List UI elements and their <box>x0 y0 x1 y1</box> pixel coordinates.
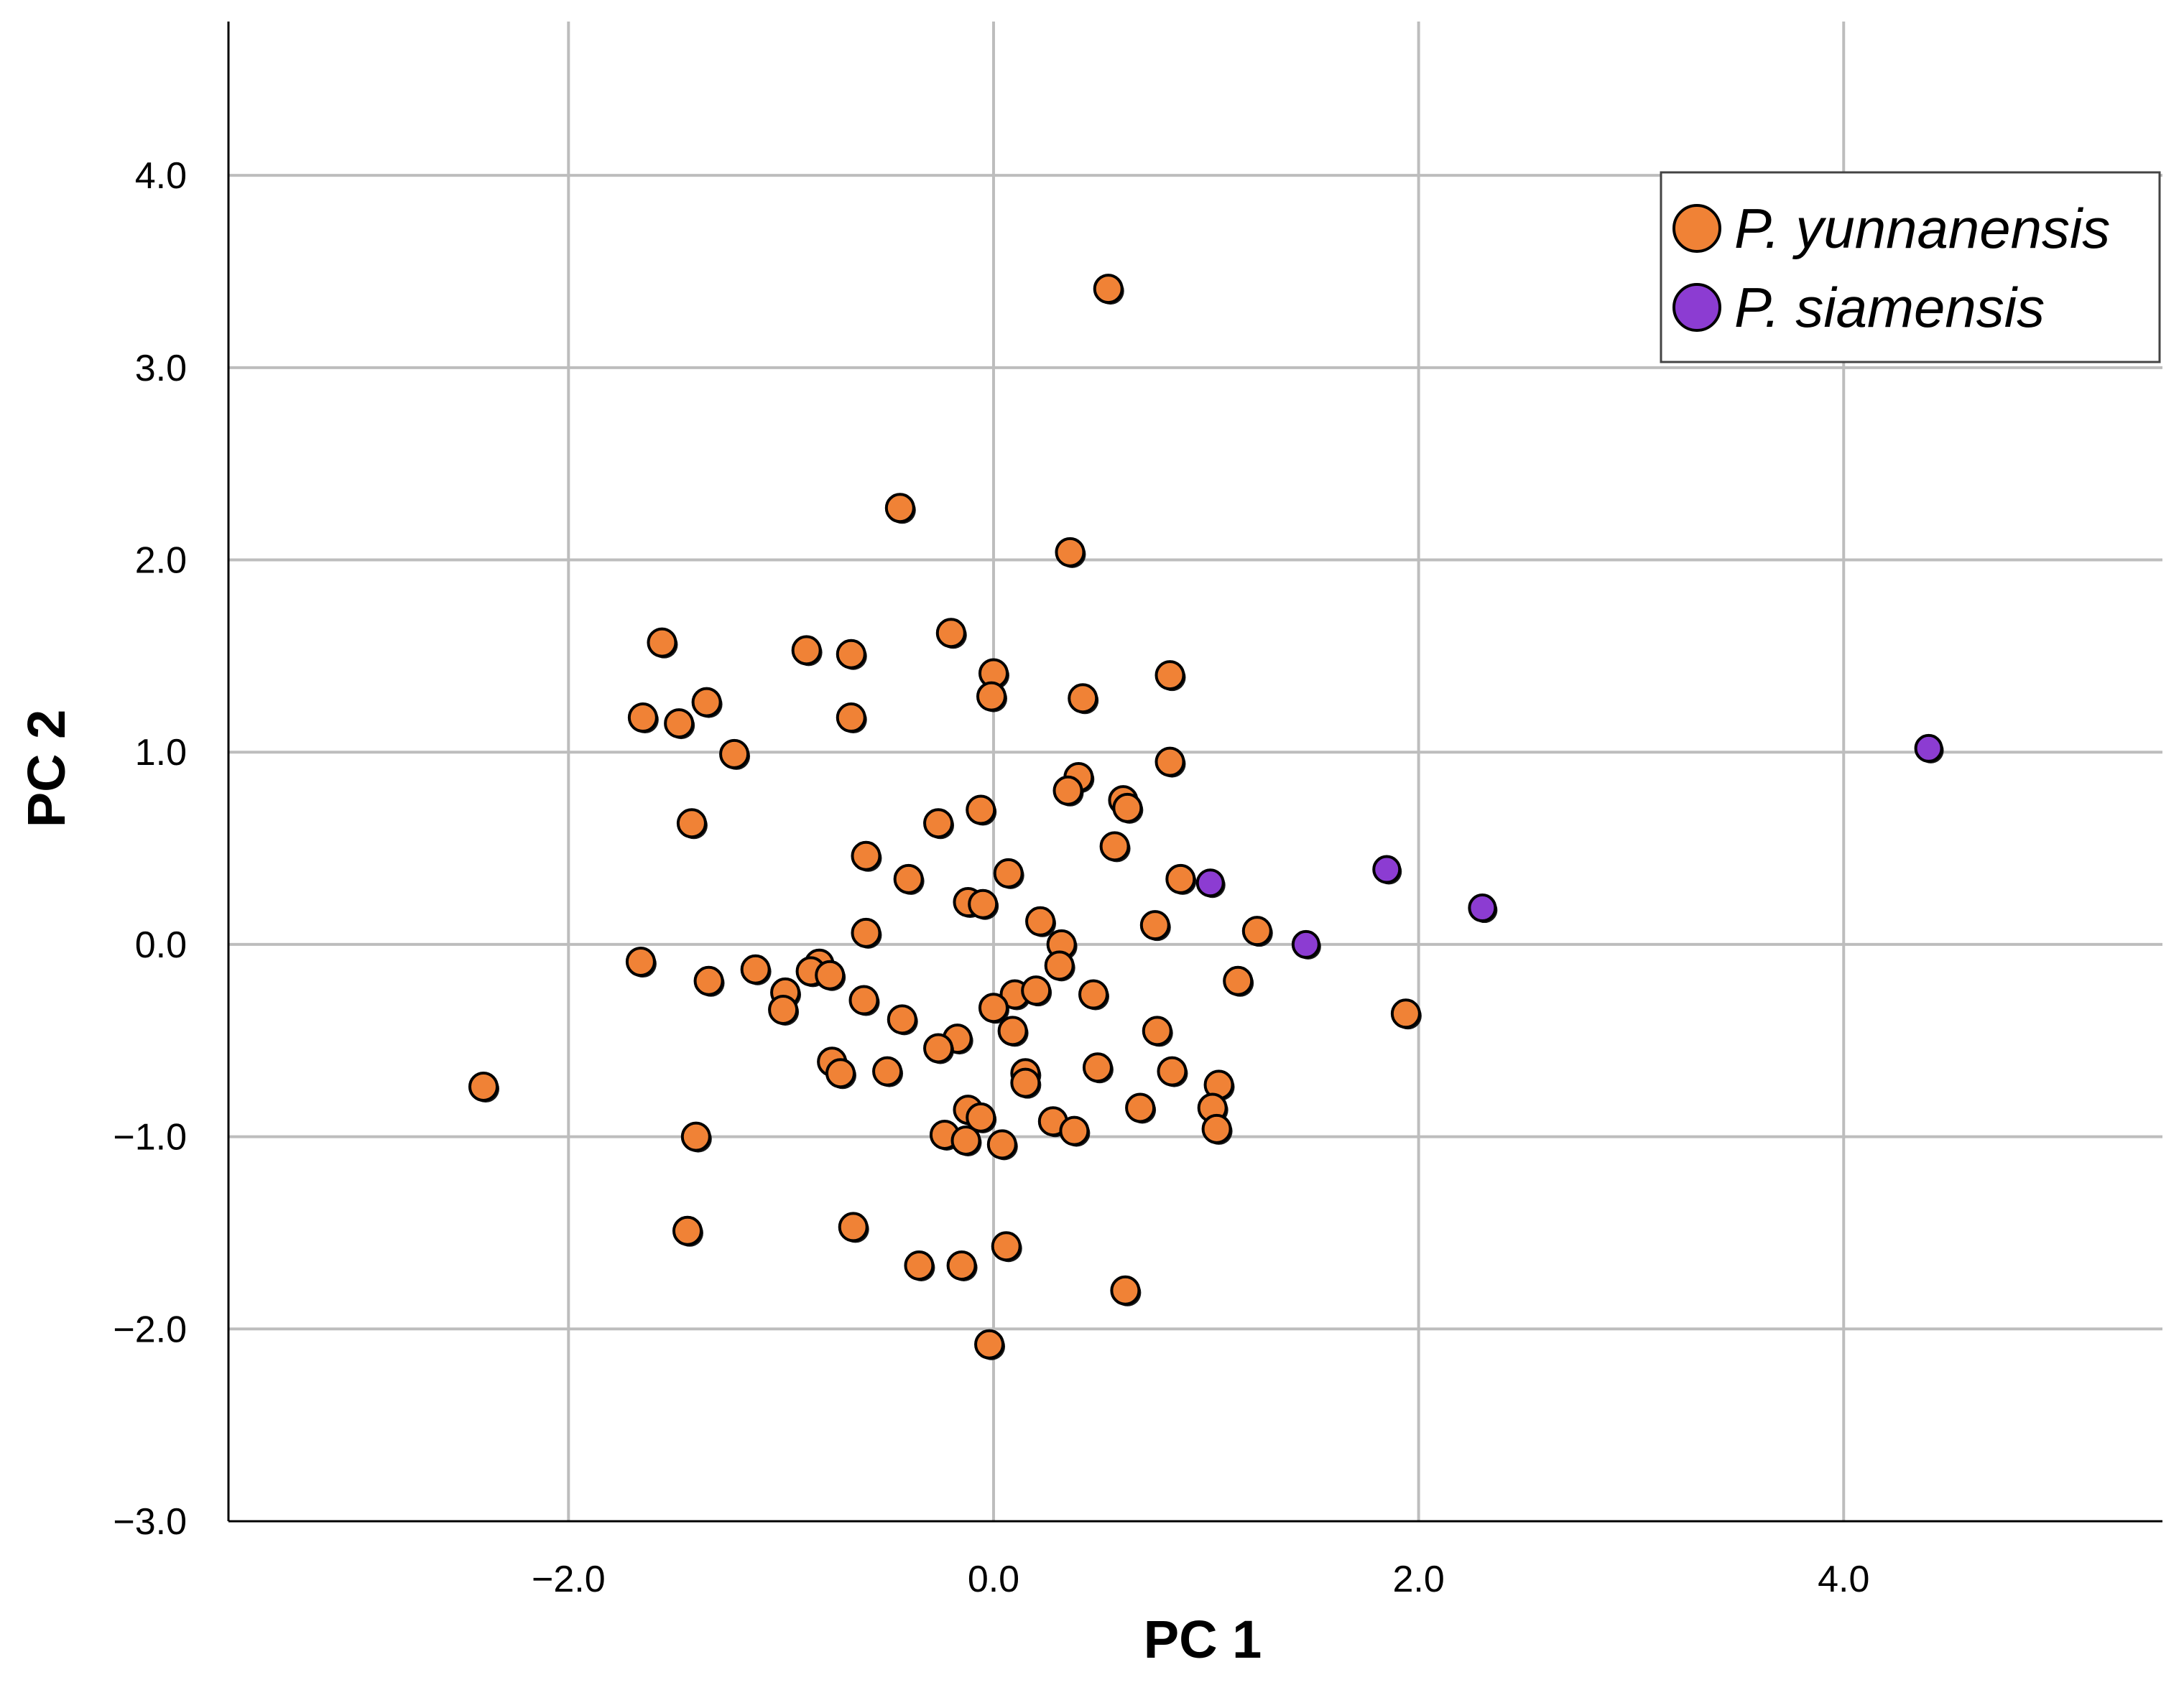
data-point <box>1155 660 1185 691</box>
data-point <box>851 917 882 948</box>
legend-label-p-siamensis: P. siamensis <box>1734 276 2045 339</box>
y-tick-label: −2.0 <box>113 1309 187 1350</box>
data-point <box>838 1212 869 1243</box>
data-point <box>893 863 924 894</box>
x-tick-label: −2.0 <box>532 1559 606 1600</box>
data-point <box>672 1215 703 1246</box>
data-point <box>680 1121 711 1152</box>
data-point <box>815 960 846 990</box>
data-point <box>872 1056 903 1087</box>
y-tick-label: −1.0 <box>113 1117 187 1159</box>
data-point <box>768 994 799 1025</box>
data-point <box>884 493 915 524</box>
legend-label-p-yunnanensis: P. yunnanensis <box>1734 197 2110 260</box>
data-point <box>966 794 996 825</box>
data-point <box>1195 868 1225 898</box>
data-point <box>966 1102 996 1133</box>
y-tick-label: −3.0 <box>113 1501 187 1543</box>
data-point <box>1068 683 1098 714</box>
data-point <box>1291 929 1320 959</box>
data-point <box>968 888 999 919</box>
data-point <box>836 702 866 733</box>
data-point <box>1021 975 1052 1006</box>
y-axis-title: PC 2 <box>17 710 76 828</box>
data-point <box>1010 1067 1041 1098</box>
data-point <box>719 738 750 769</box>
data-point <box>1155 746 1185 777</box>
x-tick-label: 4.0 <box>1818 1559 1869 1600</box>
data-point <box>1093 274 1124 305</box>
data-point <box>923 808 954 839</box>
data-point <box>625 947 656 978</box>
data-point <box>887 1004 917 1035</box>
data-point <box>647 627 677 658</box>
x-tick-label: 2.0 <box>1392 1559 1444 1600</box>
data-point <box>1201 1113 1232 1144</box>
data-point <box>1055 537 1086 567</box>
data-point <box>1372 855 1402 884</box>
data-point <box>1125 1092 1156 1123</box>
data-point <box>993 858 1024 888</box>
data-point <box>1139 910 1170 941</box>
y-tick-label: 4.0 <box>135 155 187 197</box>
data-point <box>923 1033 954 1064</box>
data-point <box>691 687 722 718</box>
data-point <box>1044 950 1075 981</box>
data-point <box>1165 863 1196 894</box>
data-point <box>627 702 658 733</box>
x-axis-title: PC 1 <box>1144 1610 1262 1669</box>
data-points <box>468 274 1944 1360</box>
data-point <box>904 1250 935 1281</box>
data-point <box>991 1231 1022 1262</box>
data-point <box>935 618 966 649</box>
data-point <box>1157 1056 1188 1087</box>
data-point <box>1223 965 1254 996</box>
data-point <box>1052 775 1083 806</box>
y-tick-label: 1.0 <box>135 732 187 774</box>
legend-marker-p-yunnanensis <box>1672 204 1721 253</box>
axes <box>227 22 2162 1523</box>
data-point <box>1142 1016 1172 1046</box>
grid-lines <box>228 22 2162 1521</box>
data-point <box>1468 893 1497 923</box>
data-point <box>978 993 1009 1023</box>
data-point <box>986 1129 1017 1160</box>
data-point <box>851 840 882 871</box>
legend-box <box>1660 171 2161 363</box>
data-point <box>1078 979 1109 1010</box>
tick-labels: −3.0 −2.0 −1.0 0.0 1.0 2.0 3.0 4.0 −2.0 0.0 2.0 4.0 <box>113 155 1869 1600</box>
data-point <box>468 1072 499 1103</box>
data-point <box>791 635 822 666</box>
data-point <box>825 1058 856 1089</box>
x-tick-label: 0.0 <box>968 1559 1019 1600</box>
data-point <box>836 639 866 669</box>
data-point <box>1099 831 1130 862</box>
data-point <box>1390 998 1421 1029</box>
data-point <box>693 965 724 996</box>
data-point <box>1914 733 1943 763</box>
data-point <box>1110 1275 1141 1306</box>
series-1 <box>1195 733 1944 960</box>
data-point <box>950 1125 981 1156</box>
data-point <box>740 954 771 985</box>
series-0 <box>468 274 1422 1360</box>
data-point <box>676 808 707 839</box>
y-tick-label: 0.0 <box>135 924 187 966</box>
data-point <box>976 681 1007 712</box>
data-point <box>1082 1052 1113 1083</box>
data-point <box>848 985 879 1016</box>
data-point <box>1059 1115 1090 1146</box>
legend-marker-p-siamensis <box>1672 283 1721 332</box>
data-point <box>946 1250 977 1281</box>
data-point <box>664 708 695 739</box>
legend: P. yunnanensis P. siamensis <box>1660 171 2161 363</box>
y-tick-label: 2.0 <box>135 540 187 582</box>
data-point <box>997 1016 1028 1046</box>
data-point <box>1112 792 1143 823</box>
data-point <box>1241 916 1272 947</box>
data-point <box>1025 906 1056 937</box>
data-point <box>974 1329 1005 1360</box>
y-tick-label: 3.0 <box>135 348 187 389</box>
